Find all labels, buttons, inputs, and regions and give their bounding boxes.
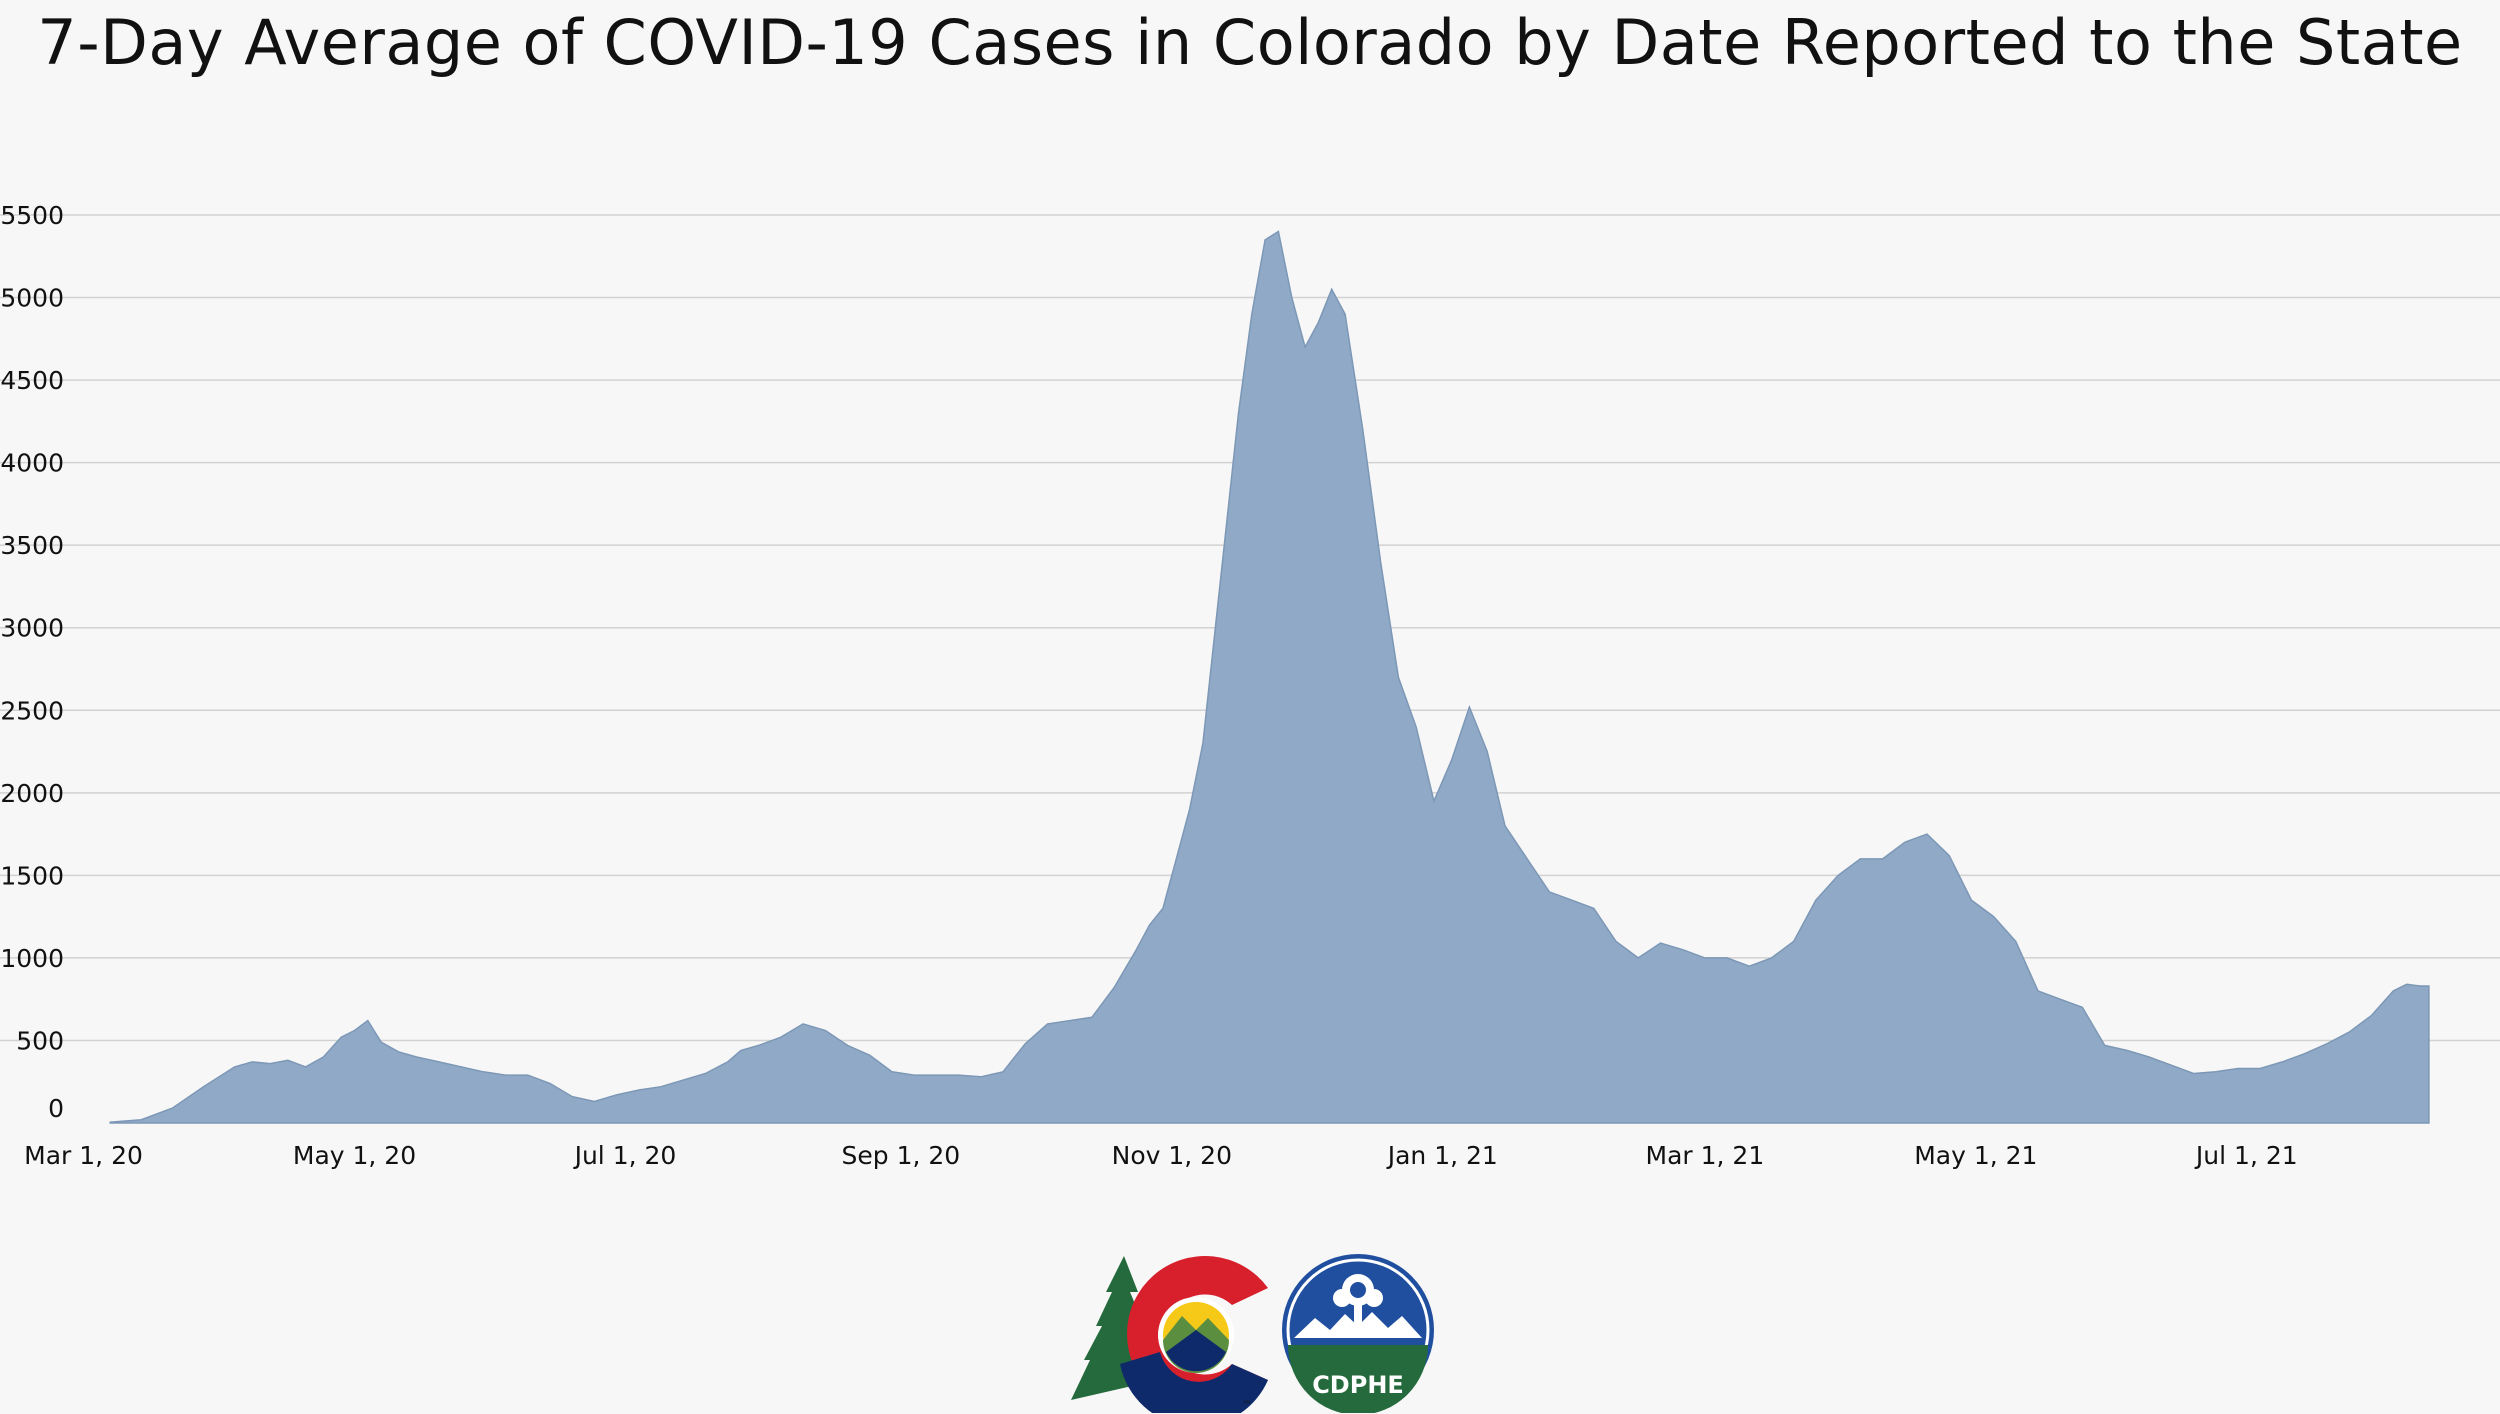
y-tick-label: 4500 [0,366,64,395]
cases-area [109,230,2430,1124]
x-tick-label: May 1, 21 [1914,1141,2037,1170]
y-tick-label: 2000 [0,779,64,808]
logos: ™ CDPHE [1071,1254,1434,1413]
x-tick-label: Jul 1, 20 [573,1141,677,1170]
x-tick-label: May 1, 20 [293,1141,416,1170]
y-tick-label: 3000 [0,614,64,643]
y-tick-label: 4000 [0,449,64,478]
chart-title: 7-Day Average of COVID-19 Cases in Color… [37,6,2463,79]
y-tick-label: 0 [48,1094,64,1123]
y-tick-label: 2500 [0,696,64,725]
x-tick-label: Mar 1, 21 [1646,1141,1765,1170]
x-axis: Mar 1, 20 May 1, 20 Jul 1, 20 Sep 1, 20 Nov … [24,1141,2298,1170]
cdphe-logo-text: CDPHE [1312,1371,1404,1399]
trademark-mark: ™ [1242,1400,1252,1411]
y-tick-label: 500 [16,1026,64,1055]
area-series [109,230,2430,1124]
x-tick-label: Jul 1, 21 [2194,1141,2298,1170]
y-tick-label: 3500 [0,531,64,560]
x-tick-label: Mar 1, 20 [24,1141,143,1170]
cdphe-seal-logo: CDPHE [1282,1254,1434,1413]
x-tick-label: Sep 1, 20 [842,1141,961,1170]
x-tick-label: Nov 1, 20 [1112,1141,1232,1170]
y-tick-label: 5000 [0,284,64,313]
colorado-c-logo: ™ [1071,1256,1268,1413]
y-tick-label: 1000 [0,944,64,973]
x-tick-label: Jan 1, 21 [1386,1141,1498,1170]
y-tick-label: 1500 [0,861,64,890]
y-axis: 0 500 1000 1500 2000 2500 3000 3500 4000 4500 5000… [0,201,64,1123]
y-tick-label: 5500 [0,201,64,230]
